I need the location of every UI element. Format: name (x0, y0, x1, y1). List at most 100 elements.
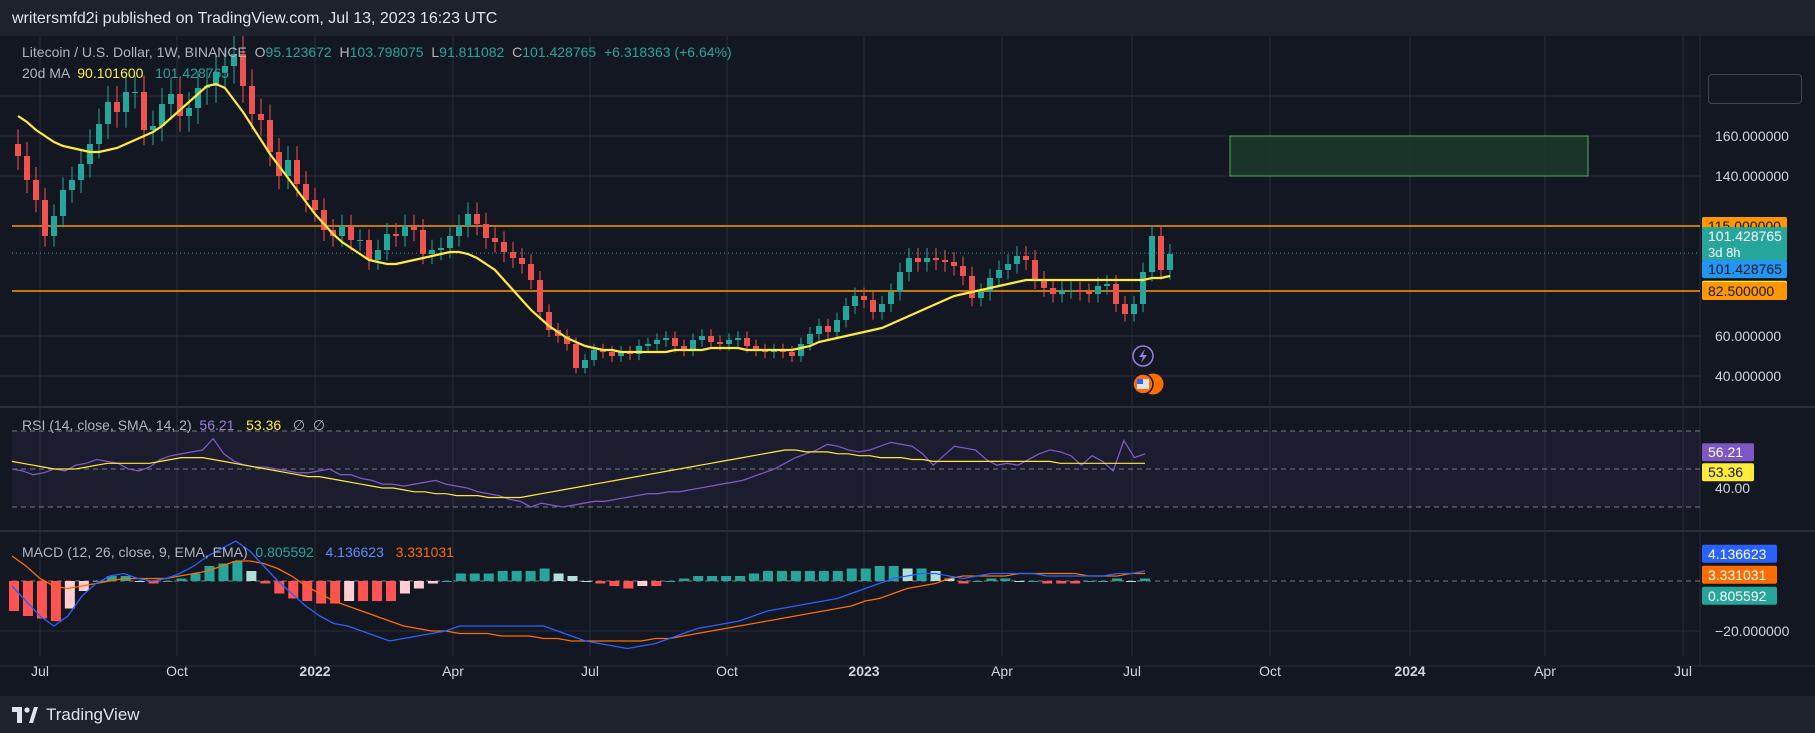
candle-body (519, 258, 525, 264)
time-tick-label: Apr (1534, 663, 1556, 679)
candle-body (1014, 256, 1020, 264)
ma-legend: 20d MA 90.101600 101.428765 (22, 65, 229, 81)
candle-body (348, 226, 354, 240)
candle-body (1104, 284, 1110, 286)
candle-body (429, 250, 435, 254)
rsi-value-tag (1702, 443, 1754, 462)
macd-histogram-bar (1140, 578, 1150, 581)
macd-value-tag-label: 3.331031 (1708, 567, 1767, 583)
rsi-ma-value-tag (1702, 463, 1754, 482)
candle-body (1158, 236, 1164, 270)
macd-histogram-bar (232, 561, 243, 581)
macd-histogram-bar (930, 571, 941, 581)
macd-histogram-bar (330, 581, 341, 604)
candle-body (618, 352, 624, 356)
price-axis-settings-box[interactable] (1708, 74, 1802, 104)
candle-body (411, 226, 417, 230)
candle-body (996, 270, 1002, 278)
candle-body (717, 342, 723, 344)
candle-body (609, 352, 615, 356)
macd-histogram-bar (358, 581, 369, 601)
candle-body (537, 280, 543, 312)
candle-body (150, 126, 156, 130)
candle-body (141, 92, 147, 130)
macd-tick-label: −20.000000 (1715, 623, 1790, 639)
candle-body (672, 338, 678, 346)
candle-body (357, 240, 363, 241)
candle-body (1077, 290, 1083, 292)
candle-body (1167, 254, 1173, 270)
macd-histogram-bar (944, 578, 955, 581)
change-value: +6.318363 (+6.64%) (603, 44, 732, 60)
macd-histogram-bar (372, 581, 383, 601)
macd-histogram-bar (1028, 581, 1039, 582)
rsi-ma-value-tag-label: 53.36 (1708, 464, 1743, 480)
macd-histogram-bar (693, 576, 704, 581)
macd-histogram-bar (1084, 581, 1095, 582)
macd-label[interactable]: MACD (12, 26, close, 9, EMA, EMA) (22, 544, 248, 560)
rsi-legend-value: 56.21 (199, 417, 235, 433)
candle-body (15, 144, 21, 156)
macd-histogram-bar (902, 568, 913, 581)
candle-body (825, 326, 831, 332)
candle-body (267, 120, 273, 152)
candle-body (870, 300, 876, 312)
macd-histogram-bar (162, 581, 173, 582)
candle-body (339, 226, 345, 236)
candle-body (510, 252, 516, 258)
high-label: H (339, 44, 350, 60)
candle-body (879, 304, 885, 312)
macd-histogram-bar (707, 576, 718, 581)
candle-body (1023, 256, 1029, 260)
candle-body (708, 336, 714, 342)
time-tick-label: Jul (1123, 663, 1141, 679)
candle-body (177, 94, 183, 116)
macd-histogram-bar (776, 571, 787, 581)
macd-histogram-bar (1056, 581, 1067, 584)
ma-line (17, 82, 1171, 354)
macd-histogram-bar (1042, 581, 1053, 584)
candle-body (843, 306, 849, 320)
price-tick-label: 40.000000 (1715, 368, 1781, 384)
candle-body (78, 164, 84, 180)
candle-body (789, 352, 795, 356)
macd-histogram-bar (637, 581, 648, 586)
candle-body (123, 92, 129, 112)
macd-histogram-bar (651, 581, 662, 586)
macd-histogram-bar (679, 578, 690, 581)
chart-canvas[interactable]: 180.000000160.000000140.00000060.0000004… (0, 35, 1815, 696)
chart-area[interactable]: 180.000000160.000000140.00000060.0000004… (0, 35, 1815, 696)
ma-label[interactable]: 20d MA (22, 65, 70, 81)
candle-body (438, 248, 444, 250)
candle-body (492, 238, 498, 242)
candle-body (564, 336, 570, 344)
price-tag-countdown: 3d 8h (1708, 245, 1741, 260)
macd-value-tag (1702, 544, 1777, 563)
macd-histogram-bar (511, 571, 522, 581)
rsi-label[interactable]: RSI (14, close, SMA, 14, 2) (22, 417, 192, 433)
macd-histogram-bar (218, 563, 229, 581)
macd-histogram-bar (916, 568, 927, 581)
candle-body (384, 234, 390, 250)
event-flash-icon-glyph (1139, 349, 1147, 363)
macd-histogram-bar (972, 581, 983, 582)
macd-value-tag (1702, 586, 1777, 605)
macd-histogram-bar (497, 571, 508, 581)
candle-body (816, 326, 822, 334)
candle-body (222, 66, 228, 72)
macd-hist-legend-value: 0.805592 (255, 544, 314, 560)
macd-histogram-bar (1112, 578, 1123, 581)
candle-body (582, 360, 588, 368)
candle-body (906, 258, 912, 272)
time-tick-label: Oct (166, 663, 188, 679)
tradingview-logo[interactable]: TradingView (12, 705, 140, 725)
candle-body (375, 250, 381, 260)
macd-value-tag-label: 0.805592 (1708, 588, 1767, 604)
price-tick-label: 60.000000 (1715, 328, 1781, 344)
macd-histogram-bar (735, 576, 746, 581)
macd-histogram-bar (64, 581, 75, 609)
target-zone-rect (1229, 135, 1589, 177)
symbol-label[interactable]: Litecoin / U.S. Dollar, 1W, BINANCE (22, 44, 247, 60)
candle-body (1122, 304, 1128, 314)
macd-histogram-bar (860, 568, 871, 581)
